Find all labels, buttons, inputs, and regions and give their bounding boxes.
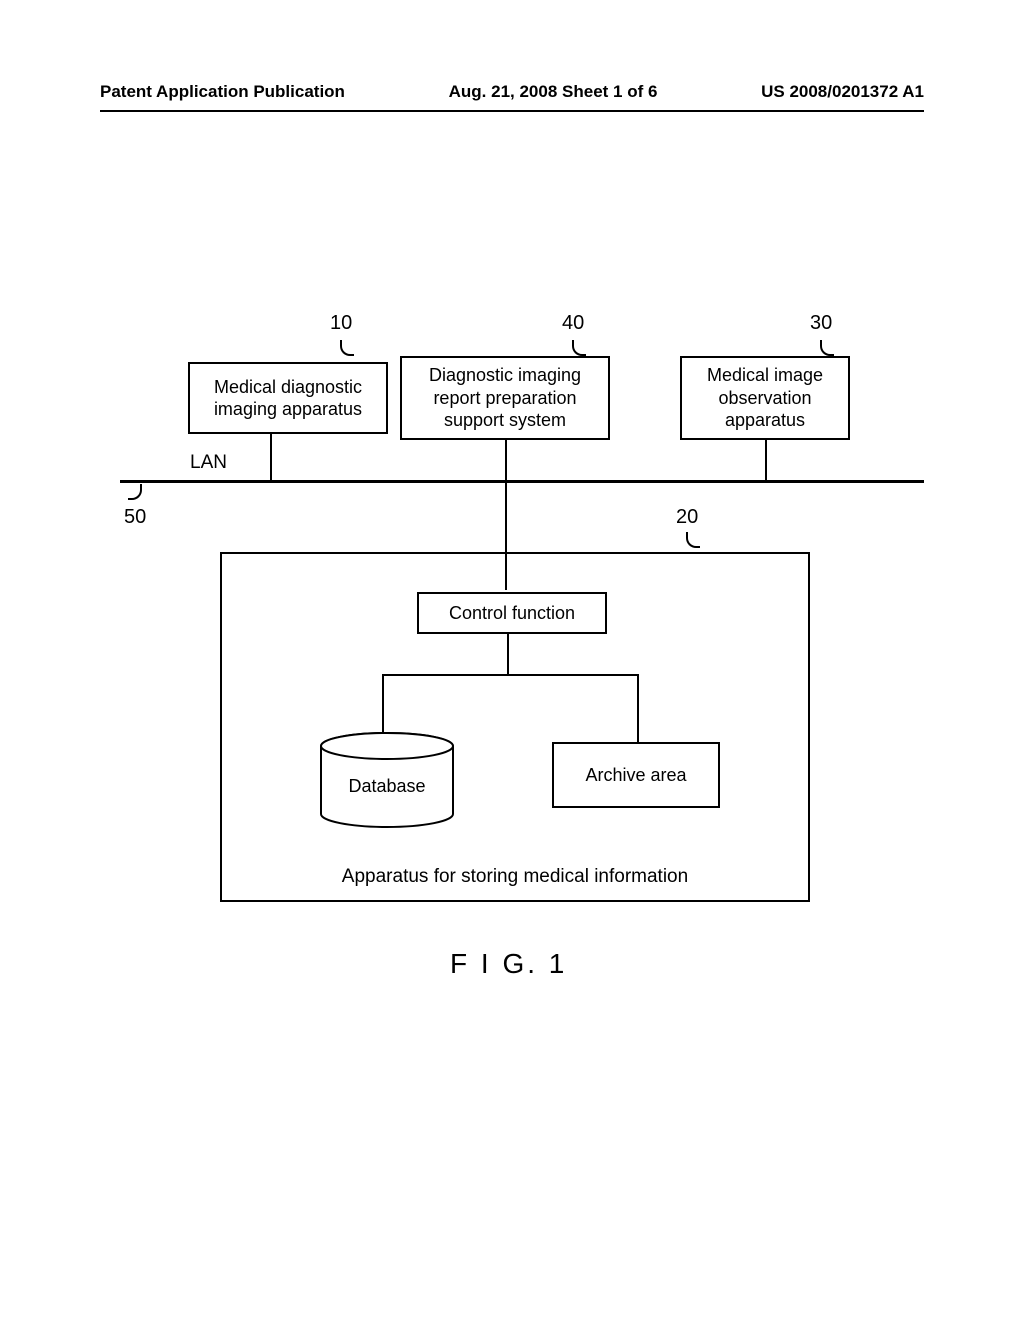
box-40-label: Diagnostic imaging report preparation su… xyxy=(429,364,581,432)
conn-30-lan xyxy=(765,440,767,480)
box-medical-diagnostic-imaging: Medical diagnostic imaging apparatus xyxy=(188,362,388,434)
control-label: Control function xyxy=(449,603,575,624)
box-diagnostic-report-system: Diagnostic imaging report preparation su… xyxy=(400,356,610,440)
diagram-figure-1: 10 40 30 Medical diagnostic imaging appa… xyxy=(100,300,924,1000)
lan-bus xyxy=(120,480,924,483)
conn-to-db xyxy=(382,674,384,734)
box-30-label: Medical image observation apparatus xyxy=(707,364,823,432)
box-10-label: Medical diagnostic imaging apparatus xyxy=(214,376,362,421)
box-archive-area: Archive area xyxy=(552,742,720,808)
figure-label: F I G. 1 xyxy=(450,948,567,980)
header-left: Patent Application Publication xyxy=(100,82,345,102)
ref-hook-20 xyxy=(686,532,700,548)
ref-10: 10 xyxy=(330,312,352,335)
conn-10-lan xyxy=(270,434,272,480)
ref-40: 40 xyxy=(562,312,584,335)
box-medical-image-observation: Medical image observation apparatus xyxy=(680,356,850,440)
ref-hook-30 xyxy=(820,340,834,356)
ref-hook-10 xyxy=(340,340,354,356)
conn-to-archive xyxy=(637,674,639,742)
ref-20: 20 xyxy=(676,506,698,529)
page-header: Patent Application Publication Aug. 21, … xyxy=(100,82,924,102)
ref-30: 30 xyxy=(810,312,832,335)
conn-control-down xyxy=(507,634,509,674)
conn-h-split xyxy=(382,674,638,676)
header-right: US 2008/0201372 A1 xyxy=(761,82,924,102)
page: Patent Application Publication Aug. 21, … xyxy=(0,0,1024,1320)
ref-50: 50 xyxy=(124,506,146,529)
box-control-function: Control function xyxy=(417,592,607,634)
conn-40-lan xyxy=(505,440,507,480)
ref-hook-40 xyxy=(572,340,586,356)
db-label: Database xyxy=(317,776,457,797)
db-cylinder: Database xyxy=(317,732,457,828)
archive-label: Archive area xyxy=(585,765,686,786)
apparatus-label: Apparatus for storing medical informatio… xyxy=(222,866,808,888)
header-center: Aug. 21, 2008 Sheet 1 of 6 xyxy=(449,82,658,102)
ref-hook-50 xyxy=(128,484,142,500)
box-apparatus-storing: Control function Database Archive area xyxy=(220,552,810,902)
header-rule xyxy=(100,110,924,112)
lan-label: LAN xyxy=(190,452,227,474)
